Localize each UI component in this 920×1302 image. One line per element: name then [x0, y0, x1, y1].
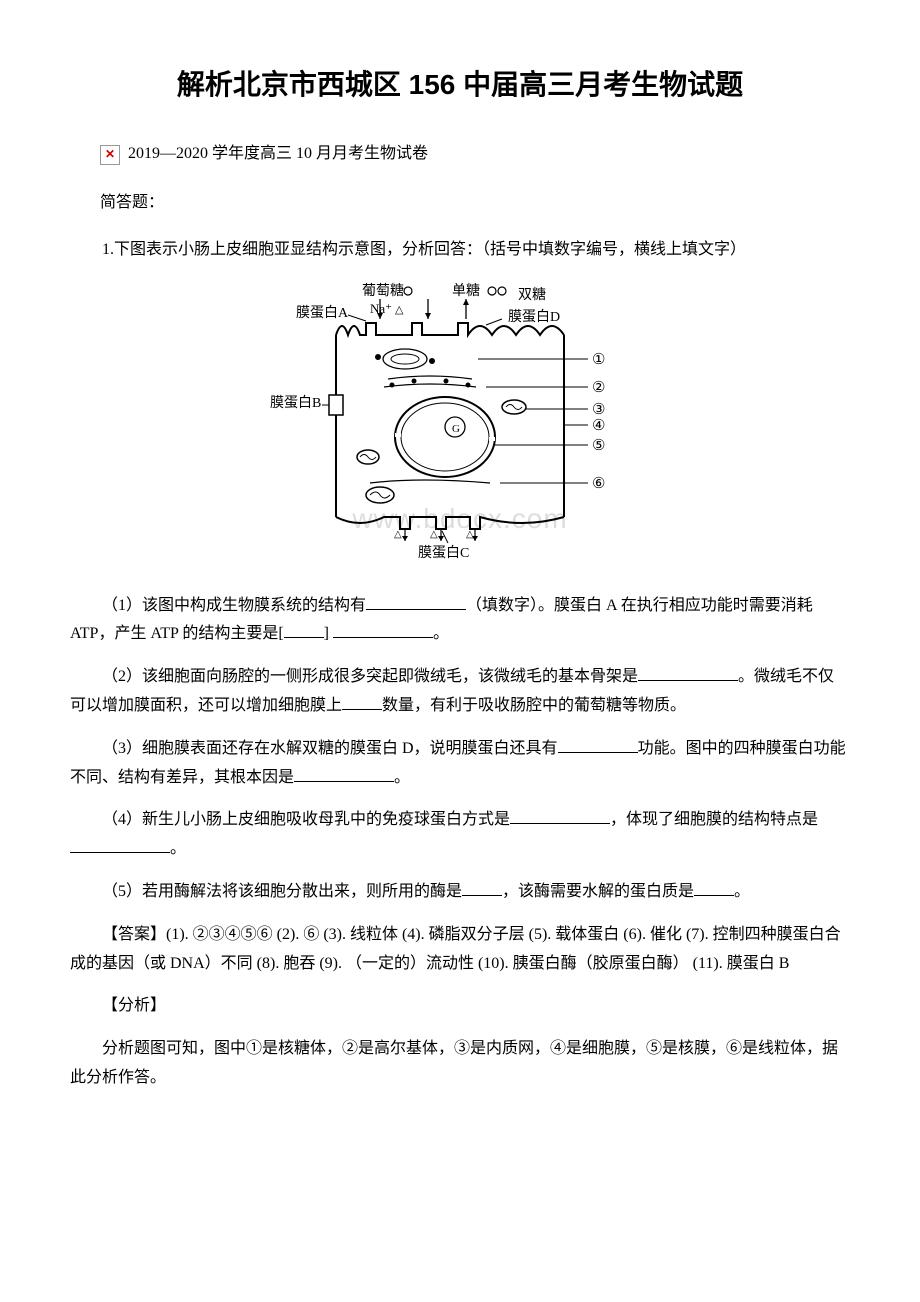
document-title: 解析北京市西城区 156 中届高三月考生物试题 — [70, 60, 850, 110]
svg-text:G: G — [452, 423, 460, 435]
label-num5: ⑤ — [592, 438, 605, 454]
question-intro: 1.下图表示小肠上皮细胞亚显结构示意图，分析回答：（括号中填数字编号，横线上填文… — [70, 236, 850, 265]
svg-text:△: △ — [395, 304, 404, 316]
section-label: 简答题： — [100, 189, 850, 218]
label-protein-d: 膜蛋白D — [508, 309, 560, 325]
broken-image-icon — [100, 145, 120, 165]
sub-question-1: （1）该图中构成生物膜系统的结构有（填数字）。膜蛋白 A 在执行相应功能时需要消… — [70, 592, 850, 650]
label-protein-b: 膜蛋白B — [270, 395, 321, 411]
sub-question-4: （4）新生儿小肠上皮细胞吸收母乳中的免疫球蛋白方式是，体现了细胞膜的结构特点是。 — [70, 806, 850, 864]
diagram-container: 葡萄糖 单糖 双糖 Na⁺ △ 膜蛋白A 膜蛋白D — [70, 277, 850, 578]
sub-question-3: （3）细胞膜表面还存在水解双糖的膜蛋白 D，说明膜蛋白还具有功能。图中的四种膜蛋… — [70, 735, 850, 793]
label-num2: ② — [592, 380, 605, 396]
analysis-text: 分析题图可知，图中①是核糖体，②是高尔基体，③是内质网，④是细胞膜，⑤是核膜，⑥… — [70, 1035, 850, 1093]
label-num6: ⑥ — [592, 476, 605, 492]
svg-text:△: △ — [466, 529, 474, 540]
label-protein-c: 膜蛋白C — [418, 545, 469, 561]
svg-text:△: △ — [394, 529, 402, 540]
answer-section: 【答案】(1). ②③④⑤⑥ (2). ⑥ (3). 线粒体 (4). 磷脂双分… — [70, 921, 850, 979]
subtitle-text: 2019—2020 学年度高三 10 月月考生物试卷 — [128, 140, 428, 169]
subtitle-line: 2019—2020 学年度高三 10 月月考生物试卷 — [100, 140, 850, 169]
label-glucose: 葡萄糖 — [362, 283, 404, 299]
label-protein-a: 膜蛋白A — [296, 305, 349, 321]
cell-diagram: 葡萄糖 单糖 双糖 Na⁺ △ 膜蛋白A 膜蛋白D — [270, 277, 650, 567]
label-num3: ③ — [592, 402, 605, 418]
sub-question-2: （2）该细胞面向肠腔的一侧形成很多突起即微绒毛，该微绒毛的基本骨架是。微绒毛不仅… — [70, 663, 850, 721]
label-disaccharide: 双糖 — [518, 287, 546, 303]
label-monosaccharide: 单糖 — [452, 283, 480, 299]
analysis-label: 【分析】 — [70, 992, 850, 1021]
label-num4: ④ — [592, 418, 605, 434]
label-num1: ① — [592, 352, 605, 368]
sub-question-5: （5）若用酶解法将该细胞分散出来，则所用的酶是，该酶需要水解的蛋白质是。 — [70, 878, 850, 907]
svg-text:△: △ — [430, 529, 438, 540]
